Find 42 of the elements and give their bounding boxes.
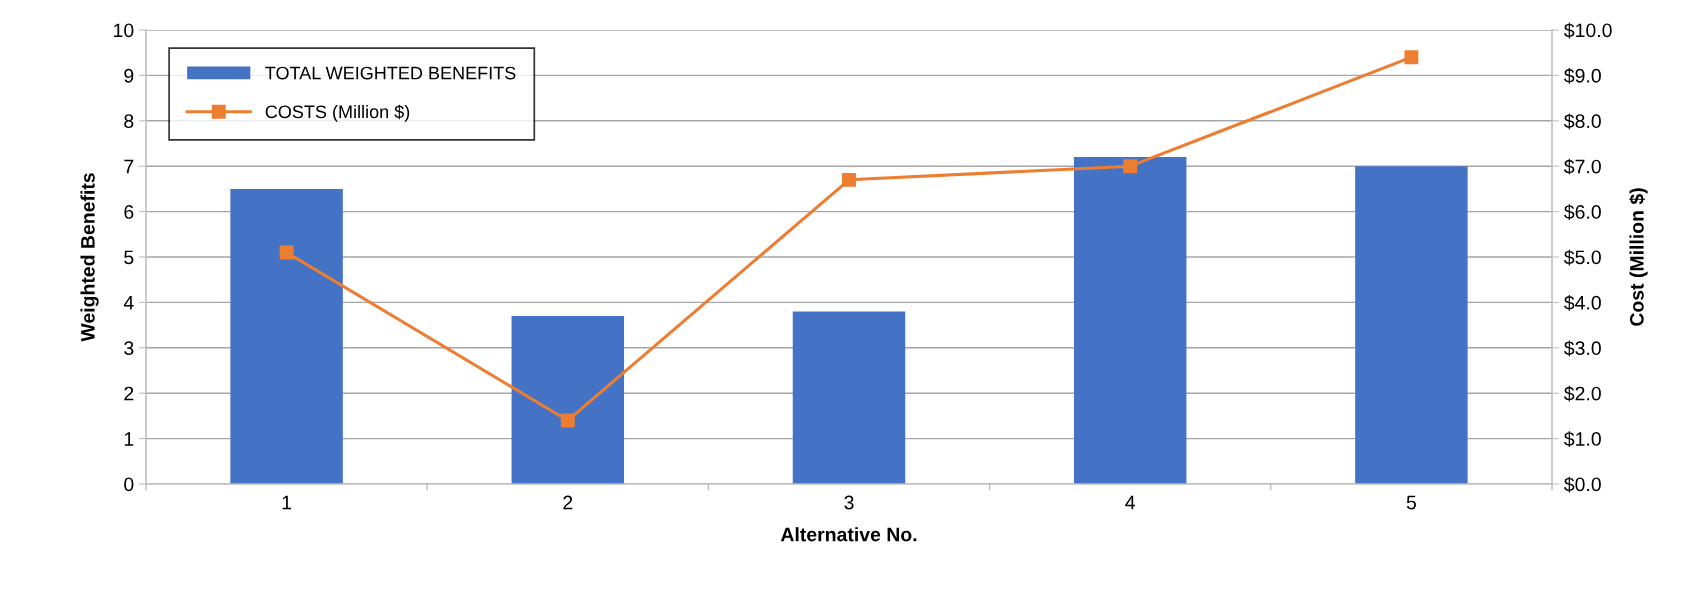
point xyxy=(1404,50,1419,65)
y-tick-label: 0 xyxy=(124,477,134,492)
y-tick-label: 1 xyxy=(124,432,134,446)
bar xyxy=(1355,166,1468,484)
y2-tick-label: $5.0 xyxy=(1564,249,1601,266)
bar xyxy=(1073,157,1187,484)
x-axis-title: Alternative No. xyxy=(780,527,917,542)
y-tick-label: 2 xyxy=(124,386,134,401)
y-tick-label: 7 xyxy=(124,159,134,174)
y-tick-label: 10 xyxy=(114,23,134,38)
y2-tick-label: $0.0 xyxy=(1564,476,1601,493)
y2-tick-label: $3.0 xyxy=(1564,340,1601,357)
bar xyxy=(792,311,906,484)
y-axis-title: Weighted Benefits xyxy=(80,173,99,342)
y2-tick-label: $6.0 xyxy=(1564,204,1601,220)
x-tick-label: 5 xyxy=(1406,495,1416,510)
point xyxy=(842,172,856,187)
y2-axis-title: Cost (Million $) xyxy=(1629,188,1648,326)
y2-tick-label: $9.0 xyxy=(1564,68,1601,84)
y2-tick-label: $10.0 xyxy=(1564,22,1612,39)
y-tick-label: 9 xyxy=(124,68,134,83)
y2-tick-label: $4.0 xyxy=(1564,295,1601,311)
bar xyxy=(511,316,625,484)
y-tick-label: 8 xyxy=(124,114,134,129)
point xyxy=(560,413,575,428)
y2-tick-label: $2.0 xyxy=(1564,385,1601,402)
y-tick-label: 5 xyxy=(124,250,134,265)
x-tick-label: 3 xyxy=(844,495,854,510)
x-tick-label: 4 xyxy=(1125,495,1136,510)
y-tick-label: 3 xyxy=(124,341,134,356)
y-tick-label: 4 xyxy=(123,296,134,310)
y2-tick-label: $7.0 xyxy=(1564,158,1601,175)
legend-label: COSTS (Million $) xyxy=(265,104,410,122)
x-tick-label: 2 xyxy=(563,495,573,510)
y2-tick-label: $8.0 xyxy=(1564,113,1601,130)
point xyxy=(279,245,294,260)
bar xyxy=(230,188,343,484)
x-tick-label: 1 xyxy=(282,495,292,510)
y-tick-label: 6 xyxy=(124,205,134,219)
legend-label: TOTAL WEIGHTED BENEFITS xyxy=(265,66,516,80)
point xyxy=(1123,159,1138,174)
y2-tick-label: $1.0 xyxy=(1564,431,1601,447)
